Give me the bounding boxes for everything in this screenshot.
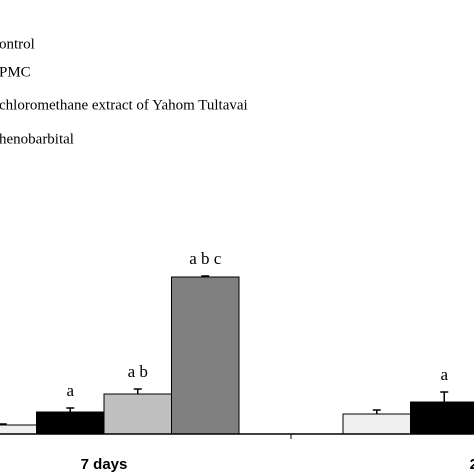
legend-label: henobarbital [0, 131, 74, 147]
significance-label: a b [128, 362, 148, 381]
significance-label: a b c [189, 249, 222, 268]
significance-label: a [440, 365, 448, 384]
significance-label: a [66, 381, 74, 400]
legend-label: chloromethane extract of Yahom Tultavai [0, 97, 248, 113]
bar [171, 276, 240, 435]
bar [0, 424, 37, 435]
bar [103, 393, 172, 435]
x-tick-label: 28 [470, 456, 474, 473]
legend-label: PMC [0, 64, 31, 80]
bar [342, 413, 411, 435]
x-tick-label: 7 days [81, 456, 128, 473]
bar [36, 411, 105, 435]
legend-label: ontrol [0, 36, 35, 52]
bar [410, 401, 474, 435]
